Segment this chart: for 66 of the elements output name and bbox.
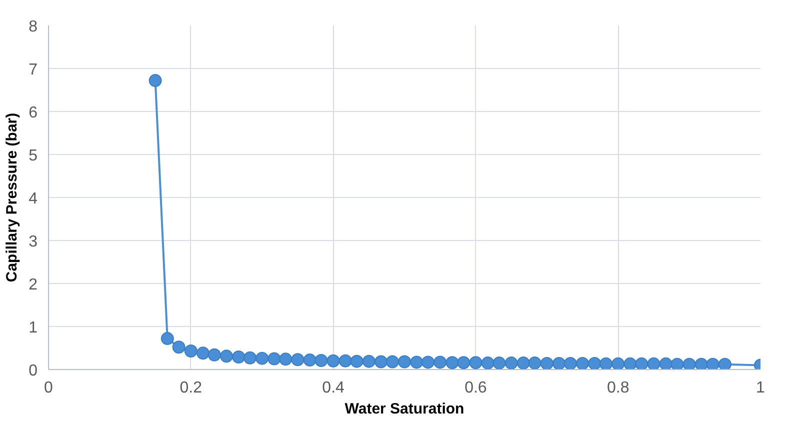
point xyxy=(492,356,506,370)
point xyxy=(694,358,708,370)
point xyxy=(314,354,328,367)
point xyxy=(303,354,316,367)
point xyxy=(504,356,518,370)
point xyxy=(291,353,304,366)
point xyxy=(243,351,256,364)
x-tick-label: 0.2 xyxy=(180,380,202,396)
x-tick-label: 0.8 xyxy=(606,380,630,396)
y-tick-label: 4 xyxy=(28,190,38,208)
point xyxy=(552,356,566,370)
x-tick-label: 0.4 xyxy=(322,380,345,396)
point xyxy=(350,354,364,368)
point xyxy=(421,356,434,369)
point xyxy=(386,355,399,368)
point xyxy=(528,356,542,370)
point xyxy=(469,356,482,370)
point xyxy=(670,358,684,370)
x-tick-label: 0.6 xyxy=(464,380,487,396)
y-tick-label: 5 xyxy=(28,148,38,164)
point xyxy=(374,355,388,368)
point xyxy=(362,354,376,368)
point xyxy=(540,356,554,370)
point xyxy=(232,350,246,364)
point xyxy=(184,344,198,358)
point xyxy=(398,355,411,368)
x-axis-title: Water Saturation xyxy=(344,400,464,418)
point xyxy=(256,352,269,365)
point xyxy=(446,356,459,370)
point xyxy=(457,356,470,370)
point xyxy=(706,358,720,370)
point xyxy=(279,352,292,366)
point xyxy=(434,356,447,369)
point xyxy=(682,358,696,370)
point xyxy=(588,356,602,370)
point xyxy=(576,356,589,370)
x-tick-label: 0 xyxy=(44,380,54,396)
point xyxy=(196,346,210,360)
point xyxy=(624,357,637,370)
point xyxy=(647,357,660,370)
point xyxy=(599,357,612,370)
y-tick-label: 8 xyxy=(28,18,38,36)
point xyxy=(718,358,732,370)
point xyxy=(148,74,162,88)
y-tick-label: 1 xyxy=(28,320,38,336)
y-tick-label: 7 xyxy=(28,62,38,78)
y-tick-label: 2 xyxy=(28,276,38,294)
point xyxy=(220,350,233,363)
y-tick-label: 0 xyxy=(28,362,38,380)
y-tick-label: 6 xyxy=(28,104,38,122)
point xyxy=(338,354,352,368)
point xyxy=(208,348,221,362)
point xyxy=(160,332,174,346)
point xyxy=(612,357,625,370)
point xyxy=(410,356,424,369)
point xyxy=(516,356,530,370)
x-tick-label: 1 xyxy=(756,380,766,396)
y-axis-title: Capillary Pressure (bar) xyxy=(4,112,21,282)
point xyxy=(481,356,494,370)
y-tick-label: 3 xyxy=(28,234,38,250)
point xyxy=(172,340,186,354)
point xyxy=(326,354,340,368)
point xyxy=(564,356,577,370)
point xyxy=(659,357,672,370)
point xyxy=(635,357,648,370)
point xyxy=(268,352,281,366)
